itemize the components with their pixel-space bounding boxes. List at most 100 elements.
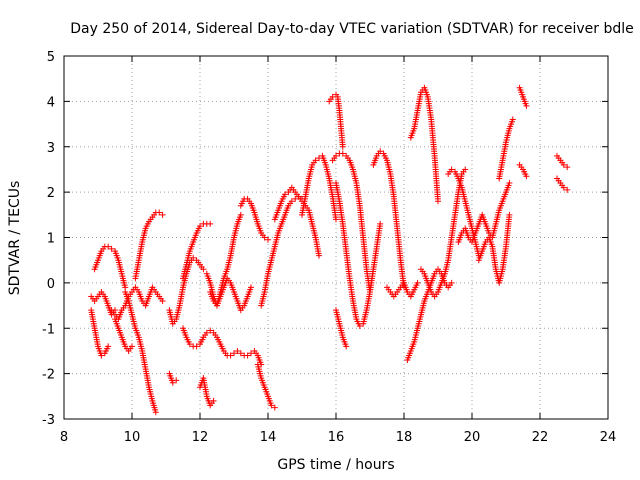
- data-point: [333, 216, 339, 223]
- x-tick-label: 18: [396, 430, 413, 445]
- series-arc-7: [132, 209, 166, 282]
- data-point: [292, 195, 299, 202]
- y-tick-label: 3: [47, 141, 55, 156]
- data-point: [339, 143, 346, 150]
- data-point: [564, 186, 571, 193]
- data-point: [509, 116, 516, 123]
- y-tick-label: 5: [47, 50, 55, 65]
- data-point: [560, 161, 567, 168]
- data-point: [506, 211, 513, 218]
- data-point: [523, 102, 530, 109]
- x-tick-label: 14: [260, 430, 277, 445]
- data-point: [329, 93, 336, 100]
- data-point: [227, 352, 234, 359]
- data-point: [108, 245, 115, 252]
- series-arc-28: [418, 166, 469, 300]
- x-tick-label: 20: [464, 430, 481, 445]
- data-point: [506, 180, 513, 187]
- data-point: [129, 343, 135, 350]
- series-arc-22: [333, 180, 384, 329]
- y-tick-label: 2: [47, 186, 55, 201]
- x-tick-label: 10: [124, 430, 141, 445]
- x-tick-label: 12: [192, 430, 209, 445]
- data-point: [377, 220, 384, 227]
- data-point: [265, 236, 271, 243]
- y-tick-label: -1: [42, 322, 55, 337]
- data-point: [268, 402, 275, 409]
- data-point: [173, 377, 180, 384]
- data-point: [197, 223, 203, 230]
- data-point: [190, 254, 197, 261]
- data-point: [105, 343, 112, 350]
- y-tick-label: -2: [42, 368, 55, 383]
- data-marks: [88, 84, 571, 416]
- series-arc-31: [475, 211, 513, 286]
- y-tick-label: 0: [47, 277, 55, 292]
- series-arc-5: [108, 284, 166, 323]
- series-arc-25: [384, 279, 421, 300]
- y-tick-label: 4: [47, 95, 55, 110]
- series-arc-26: [407, 84, 441, 205]
- series-arc-6: [112, 316, 135, 354]
- series-arc-1: [91, 243, 129, 291]
- series-arc-21: [329, 150, 373, 295]
- data-point: [200, 266, 207, 273]
- series-arc-16: [254, 361, 278, 411]
- data-point: [244, 352, 251, 359]
- series-arc-2: [122, 288, 159, 416]
- x-tick-label: 24: [600, 430, 617, 445]
- data-point: [237, 211, 244, 218]
- data-point: [462, 166, 469, 173]
- series-arc-20: [326, 91, 346, 150]
- y-tick-labels: -3 -2 -1 0 1 2 3 4 5: [42, 50, 55, 428]
- data-point: [105, 243, 112, 250]
- series-arc-10: [180, 220, 214, 282]
- data-point: [186, 341, 193, 348]
- x-axis-title: GPS time / hours: [277, 457, 394, 473]
- data-point: [207, 327, 214, 334]
- data-point: [231, 350, 237, 357]
- data-point: [156, 209, 163, 216]
- data-point: [523, 173, 530, 180]
- data-point: [203, 329, 210, 336]
- chart-title: Day 250 of 2014, Sidereal Day-to-day VTE…: [70, 21, 634, 37]
- axis-ticks: [63, 55, 609, 420]
- y-tick-label: -3: [42, 413, 55, 428]
- data-point: [356, 322, 363, 329]
- data-point: [448, 279, 455, 286]
- series-arc-23: [333, 307, 350, 350]
- data-point: [169, 379, 176, 386]
- data-point: [333, 152, 339, 159]
- y-axis-title: SDTVAR / TECUs: [7, 181, 23, 296]
- series-arc-30: [455, 180, 513, 246]
- x-tick-labels: 8 10 12 14 16 18 20 22 24: [60, 430, 616, 445]
- series-arc-15: [237, 195, 271, 243]
- data-point: [159, 211, 166, 218]
- data-point: [316, 252, 322, 259]
- series-arc-4: [88, 307, 112, 359]
- data-point: [210, 397, 217, 404]
- data-point: [152, 409, 159, 416]
- data-point: [339, 150, 346, 157]
- series-arc-35: [554, 152, 571, 171]
- series-arc-11: [180, 325, 265, 368]
- y-tick-label: 1: [47, 232, 55, 247]
- series-arc-3: [88, 288, 118, 318]
- x-tick-label: 22: [532, 430, 549, 445]
- series-arc-32: [496, 116, 516, 182]
- data-point: [234, 347, 241, 354]
- data-point: [207, 220, 214, 227]
- series-arc-18: [271, 184, 322, 259]
- series-arc-17: [258, 193, 305, 309]
- series-arc-19: [299, 152, 339, 223]
- data-point: [377, 148, 384, 155]
- data-point: [560, 184, 567, 191]
- data-point: [237, 350, 244, 357]
- data-point: [312, 157, 319, 164]
- series-arc-14: [207, 275, 254, 314]
- data-point: [282, 191, 288, 198]
- x-tick-label: 16: [328, 430, 345, 445]
- data-point: [248, 350, 254, 357]
- data-point: [288, 198, 295, 205]
